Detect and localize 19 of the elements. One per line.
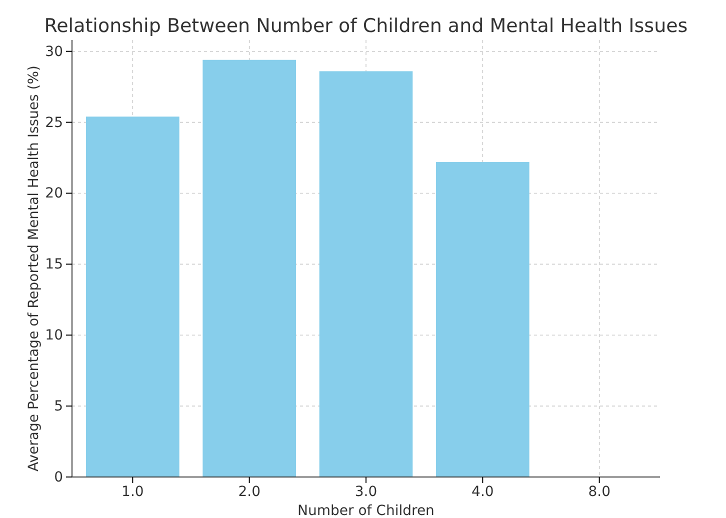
x-tick-label: 3.0 xyxy=(354,484,378,500)
x-tick-label: 1.0 xyxy=(122,484,144,500)
bar xyxy=(86,116,180,477)
x-axis-title: Number of Children xyxy=(298,503,434,518)
x-tick-label: 4.0 xyxy=(472,484,494,500)
y-tick-label: 0 xyxy=(54,469,63,486)
x-tick-label: 2.0 xyxy=(238,484,260,500)
y-tick-label: 30 xyxy=(45,44,63,60)
bar xyxy=(319,71,413,477)
bar xyxy=(202,60,296,477)
y-tick-label: 25 xyxy=(45,114,63,131)
x-tick-label: 8.0 xyxy=(588,484,610,500)
y-axis-title: Average Percentage of Reported Mental Health Issues (%) xyxy=(26,65,42,472)
chart-title: Relationship Between Number of Children and Mental Health Issues xyxy=(44,15,688,37)
bar xyxy=(436,162,530,477)
y-tick-label: 5 xyxy=(54,398,63,415)
y-tick-label: 10 xyxy=(45,328,63,344)
y-tick-label: 15 xyxy=(45,256,63,273)
y-tick-label: 20 xyxy=(45,186,63,202)
